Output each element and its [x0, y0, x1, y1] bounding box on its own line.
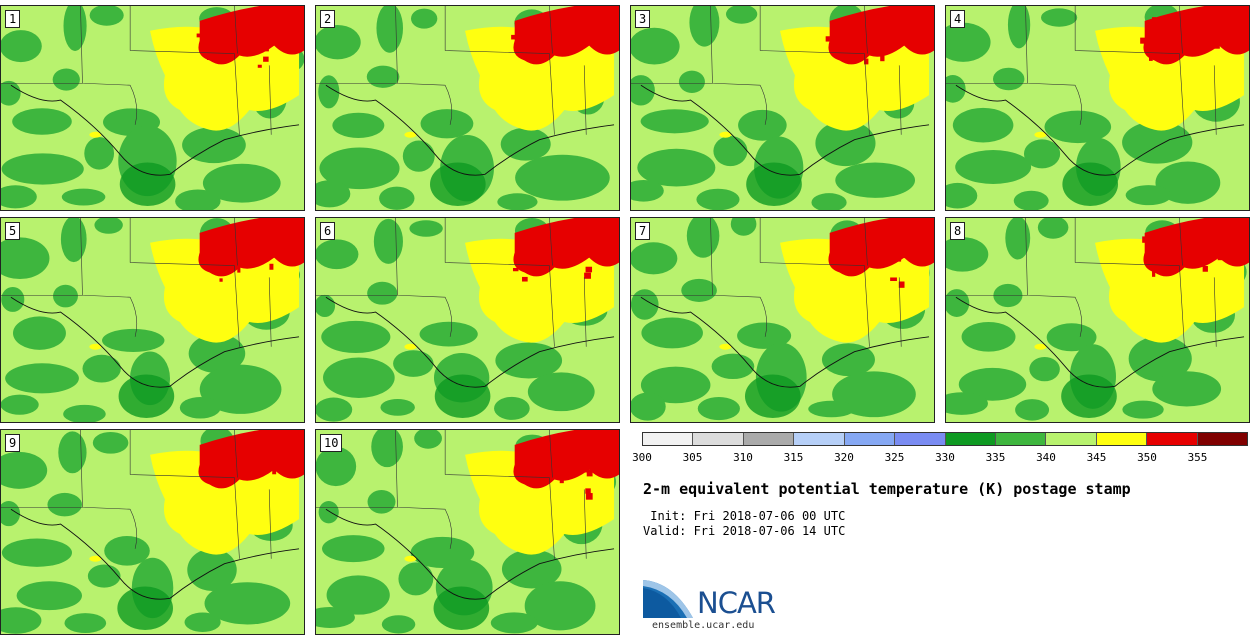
member-number: 3 — [635, 10, 651, 28]
colorbar-tick-label: 325 — [884, 451, 905, 464]
theta-e-map — [946, 218, 1249, 422]
theta-e-map — [1, 6, 304, 210]
colorbar-segment — [895, 433, 946, 445]
colorbar-segment — [643, 433, 694, 445]
member-number: 9 — [5, 434, 21, 452]
colorbar-segment — [995, 433, 1047, 445]
colorbar-segment — [693, 433, 744, 445]
member-panel-3: 3 — [630, 5, 935, 211]
init-time: Init: Fri 2018-07-06 00 UTC — [643, 509, 846, 523]
colorbar-segment — [794, 433, 845, 445]
member-panel-10: 10 — [315, 429, 620, 635]
site-url: ensemble.ucar.edu — [652, 620, 755, 631]
colorbar-tick-label: 315 — [783, 451, 804, 464]
theta-e-map — [946, 6, 1249, 210]
member-number: 4 — [950, 10, 966, 28]
member-number: 7 — [635, 222, 651, 240]
valid-time: Valid: Fri 2018-07-06 14 UTC — [643, 524, 846, 538]
member-panel-5: 5 — [0, 217, 305, 423]
colorbar-tick-label: 345 — [1086, 451, 1107, 464]
member-panel-8: 8 — [945, 217, 1250, 423]
theta-e-map — [316, 218, 619, 422]
colorbar-ticks: 300 305 310 315 320 325 330 335 340 345 350 355 — [632, 451, 1248, 465]
colorbar-segment — [1096, 433, 1148, 445]
member-number: 8 — [950, 222, 966, 240]
member-panel-7: 7 — [630, 217, 935, 423]
colorbar-segment — [945, 433, 996, 445]
theta-e-map — [316, 6, 619, 210]
colorbar-tick-label: 310 — [733, 451, 753, 464]
colorbar-tick-label: 355 — [1187, 451, 1208, 464]
ncar-logo-text: NCAR — [697, 586, 776, 620]
member-number: 2 — [320, 10, 336, 28]
member-number: 10 — [320, 434, 343, 452]
colorbar-segment — [1147, 433, 1198, 445]
colorbar-tick-label: 305 — [682, 451, 703, 464]
colorbar-segment — [1046, 433, 1097, 445]
colorbar-tick-label: 300 — [632, 451, 652, 464]
theta-e-map — [631, 6, 934, 210]
plot-title: 2-m equivalent potential temperature (K)… — [643, 480, 1131, 498]
theta-e-map — [1, 430, 304, 634]
ncar-logo-icon — [643, 580, 693, 618]
member-number: 1 — [5, 10, 21, 28]
colorbar-tick-label: 330 — [935, 451, 955, 464]
member-panel-9: 9 — [0, 429, 305, 635]
colorbar-tick-label: 340 — [1036, 451, 1056, 464]
theta-e-map — [316, 430, 619, 634]
colorbar — [642, 432, 1248, 446]
member-panel-1: 1 — [0, 5, 305, 211]
colorbar-segment — [1197, 433, 1248, 445]
member-panel-6: 6 — [315, 217, 620, 423]
colorbar-tick-label: 335 — [985, 451, 1006, 464]
colorbar-segment — [844, 433, 896, 445]
member-number: 5 — [5, 222, 21, 240]
member-panel-2: 2 — [315, 5, 620, 211]
colorbar-tick-label: 350 — [1137, 451, 1157, 464]
colorbar-segment — [743, 433, 795, 445]
member-panel-4: 4 — [945, 5, 1250, 211]
theta-e-map — [631, 218, 934, 422]
colorbar-tick-label: 320 — [834, 451, 854, 464]
theta-e-map — [1, 218, 304, 422]
member-number: 6 — [320, 222, 336, 240]
